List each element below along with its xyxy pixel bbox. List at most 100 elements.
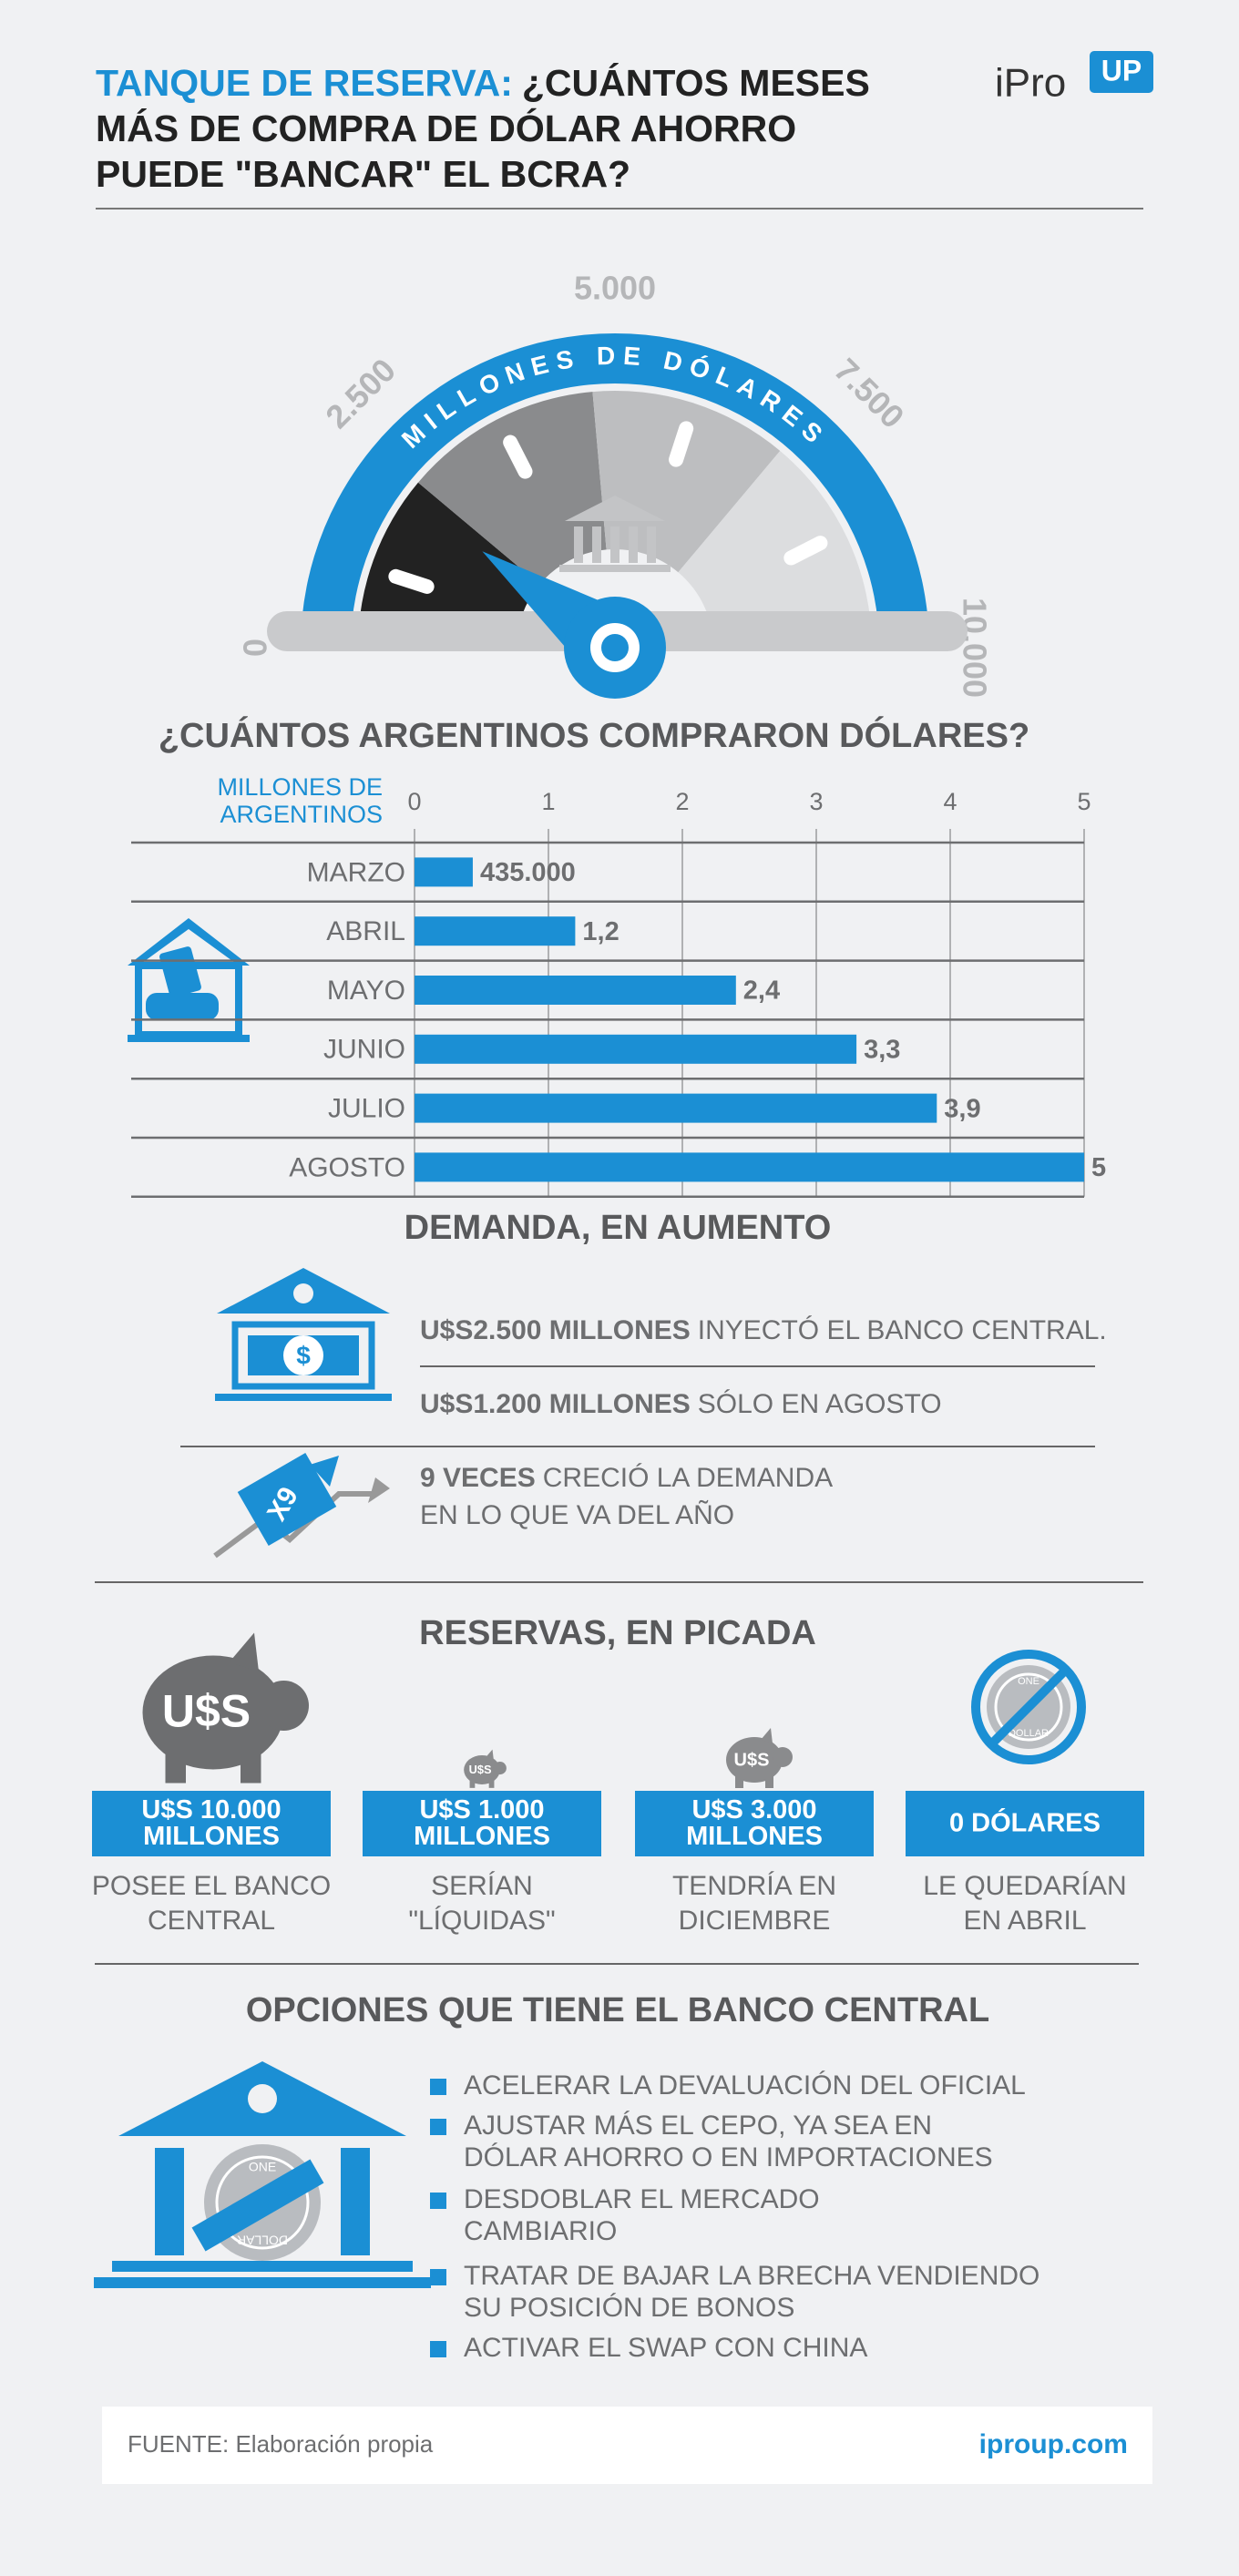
title-line: TANQUE DE RESERVA: ¿CUÁNTOS MESES [96, 62, 870, 104]
piggy-icon: U$S [142, 1632, 309, 1784]
amount-box [363, 1791, 601, 1856]
piggy-body [464, 1755, 500, 1784]
footer-box [102, 2407, 1152, 2484]
value-label: 2,4 [743, 976, 780, 1006]
gauge-band [301, 333, 929, 648]
x-tick-label: 0 [407, 788, 421, 815]
x-tick-label: 2 [675, 788, 689, 815]
demand-bold: U$S2.500 MILLONES [420, 1315, 691, 1345]
logo-text: iPro [995, 61, 1066, 106]
title-text: ¿CUÁNTOS MESES [522, 62, 870, 104]
amount: MILLONES [143, 1822, 280, 1851]
piggy-head [493, 1762, 507, 1775]
x-axis-label-line: ARGENTINOS [220, 801, 383, 828]
caption: EN ABRIL [963, 1906, 1086, 1936]
x-axis-label: MILLONES DE ARGENTINOS [217, 773, 383, 828]
demand-item: 9 VECES CRECIÓ LA DEMANDA [420, 1463, 833, 1493]
amount: U$S 3.000 [691, 1795, 816, 1825]
coin-text: DOLLAR [237, 2233, 288, 2247]
gauge-tick-label: 0 [237, 639, 274, 657]
value-label: 3,3 [864, 1035, 900, 1064]
bullet [430, 2079, 446, 2095]
amount-box [92, 1791, 331, 1856]
piggy-head [773, 1747, 793, 1767]
demand-text: CRECIÓ LA DEMANDA [543, 1463, 833, 1493]
bank-base [559, 565, 671, 572]
x-tick-label: 4 [943, 788, 957, 815]
caption: CENTRAL [148, 1906, 275, 1936]
bar [415, 857, 473, 887]
category-label: ABRIL [326, 916, 405, 946]
logo-badge [1090, 51, 1153, 93]
piggy-label: U$S [469, 1763, 492, 1776]
bank-roof [565, 496, 665, 521]
gauge-hub-center [601, 634, 629, 661]
growth-arrow-icon: X9 [213, 1453, 390, 1559]
option-text: ACTIVAR EL SWAP CON CHINA [464, 2333, 867, 2363]
bar [415, 1093, 937, 1123]
option-text: TRATAR DE BAJAR LA BRECHA VENDIENDO [464, 2261, 1039, 2291]
piggy-leg [765, 1774, 773, 1788]
piggy-leg [241, 1746, 261, 1784]
option-text: AJUSTAR MÁS EL CEPO, YA SEA EN [464, 2111, 932, 2141]
section-title: DEMANDA, EN AUMENTO [404, 1209, 832, 1247]
bank-pillar [592, 526, 601, 563]
demand-text: EN LO QUE VA DEL AÑO [420, 1499, 734, 1530]
coin-text: ONE [249, 2160, 276, 2174]
bank-pillar [647, 526, 656, 563]
title-text: PUEDE "BANCAR" EL BCRA? [96, 153, 630, 195]
bullet [430, 2269, 446, 2285]
option-text: ACELERAR LA DEVALUACIÓN DEL OFICIAL [464, 2070, 1026, 2101]
demand-item: U$S1.200 MILLONES SÓLO EN AGOSTO [420, 1389, 942, 1419]
site: iproup.com [979, 2429, 1128, 2459]
bar [415, 976, 736, 1005]
amount: MILLONES [686, 1822, 823, 1851]
caption: "LÍQUIDAS" [408, 1906, 555, 1936]
demand-bold: U$S1.200 MILLONES [420, 1389, 691, 1419]
gauge-marker [503, 434, 533, 479]
gauge-segment [592, 391, 781, 573]
piggy-body [142, 1655, 284, 1770]
value-label: 3,9 [944, 1094, 980, 1123]
bank-pillar [574, 526, 583, 563]
bank-pillar [629, 526, 638, 563]
title-text: MÁS DE COMPRA DE DÓLAR AHORRO [96, 107, 796, 149]
gauge-marker [783, 536, 828, 566]
value-label: 5 [1091, 1153, 1106, 1182]
amount-box [906, 1791, 1144, 1856]
caption: SERÍAN [431, 1871, 533, 1901]
bank-bill-icon: $ [215, 1268, 392, 1401]
option-text: DÓLAR AHORRO O EN IMPORTACIONES [464, 2142, 993, 2172]
value-label: 435.000 [480, 858, 576, 887]
piggy-ear [761, 1728, 773, 1743]
option-text: SU POSICIÓN DE BONOS [464, 2293, 794, 2323]
piggy-head [259, 1681, 309, 1731]
piggy-leg [735, 1774, 743, 1788]
bullet [430, 2193, 446, 2209]
section-title: RESERVAS, EN PICADA [419, 1614, 816, 1652]
piggy-ear [486, 1749, 494, 1760]
piggy-icon: U$S [464, 1749, 507, 1788]
option-text: CAMBIARIO [464, 2216, 617, 2246]
piggy-label: U$S [162, 1686, 251, 1737]
bullet [430, 2341, 446, 2357]
bar [415, 1152, 1084, 1182]
x-tick-label: 1 [541, 788, 555, 815]
category-label: AGOSTO [289, 1152, 405, 1182]
option-text: DESDOBLAR EL MERCADO [464, 2184, 820, 2214]
title-highlight: TANQUE DE RESERVA: [96, 62, 513, 104]
caption: DICIEMBRE [679, 1906, 831, 1936]
bank-pillar [610, 526, 620, 563]
amount: MILLONES [414, 1822, 550, 1851]
piggy-label: U$S [734, 1750, 770, 1770]
piggy-leg [469, 1778, 476, 1788]
value-label: 1,2 [582, 917, 619, 946]
amount-box [635, 1791, 874, 1856]
svg-text:$: $ [296, 1341, 311, 1369]
piggy-ear [229, 1632, 259, 1671]
x-tick-label: 3 [809, 788, 823, 815]
category-label: MAYO [327, 976, 405, 1006]
gauge-tick-label: 10.000 [956, 598, 993, 698]
amount: U$S 10.000 [141, 1795, 281, 1825]
